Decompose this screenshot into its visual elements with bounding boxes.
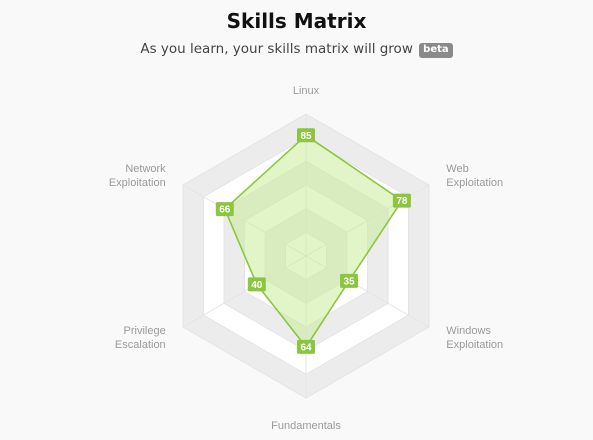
value-label: 78 xyxy=(396,196,408,207)
axis-label: Privilege xyxy=(124,325,166,337)
value-label: 64 xyxy=(300,342,312,353)
value-badge xyxy=(297,128,315,143)
value-label: 40 xyxy=(251,280,263,291)
header: Skills Matrix As you learn, your skills … xyxy=(0,8,593,58)
axis-label: Windows xyxy=(446,325,491,337)
page-title: Skills Matrix xyxy=(226,9,367,33)
value-label: 35 xyxy=(343,276,355,287)
value-label: 66 xyxy=(219,205,231,216)
axis-label: Escalation xyxy=(115,339,166,351)
value-badge xyxy=(297,339,315,354)
axis-label: Network xyxy=(125,163,166,175)
axis-label: Fundamentals xyxy=(271,420,341,432)
value-badge xyxy=(392,193,411,208)
subtitle-text: As you learn, your skills matrix will gr… xyxy=(140,41,413,57)
axis-label: Linux xyxy=(293,85,320,97)
value-badge xyxy=(215,202,234,217)
axis-label: Exploitation xyxy=(446,339,503,351)
axis-label: Exploitation xyxy=(109,177,166,189)
beta-badge: beta xyxy=(419,43,453,58)
axis-label: Web xyxy=(446,163,468,175)
value-label: 85 xyxy=(300,131,312,142)
axis-label: Exploitation xyxy=(446,177,503,189)
value-badge xyxy=(340,273,358,288)
page-subtitle: As you learn, your skills matrix will gr… xyxy=(0,40,593,58)
value-badge xyxy=(247,277,266,292)
